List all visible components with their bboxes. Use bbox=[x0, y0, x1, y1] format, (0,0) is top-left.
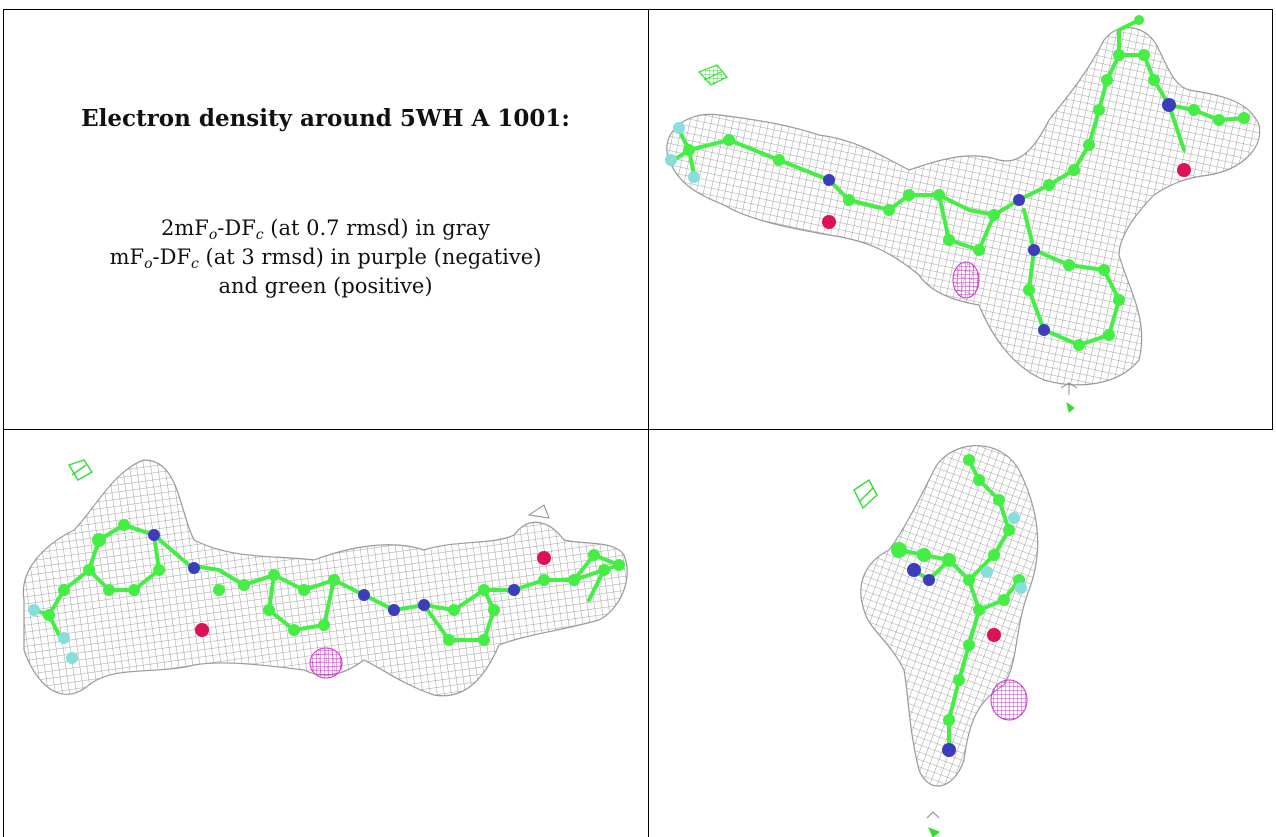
view-top-right bbox=[649, 10, 1272, 428]
ligand-atoms bbox=[891, 454, 1027, 757]
caption-cell: Electron density around 5WH A 1001: 2mFo… bbox=[3, 9, 648, 427]
ligand-atoms bbox=[665, 15, 1250, 351]
mesh-positive bbox=[853, 478, 878, 510]
mesh-positive bbox=[697, 64, 728, 86]
mesh-2fofc-fragment bbox=[1060, 382, 1078, 395]
caption-line-colors: and green (positive) bbox=[218, 274, 433, 298]
mesh-2fofc-fragment bbox=[527, 504, 550, 519]
ligand-atoms bbox=[28, 519, 625, 664]
view-bottom-left bbox=[4, 430, 648, 837]
mesh-negative bbox=[990, 679, 1028, 721]
caption-description: 2mFo-DFc (at 0.7 rmsd) in gray mFo-DFc (… bbox=[3, 214, 648, 301]
mesh-2fofc-fragment bbox=[926, 811, 940, 819]
mesh-negative bbox=[309, 647, 343, 679]
caption-line-2fofc: 2mFo-DFc (at 0.7 rmsd) in gray bbox=[160, 216, 491, 243]
density-view-2 bbox=[22, 459, 628, 697]
mesh-positive-small bbox=[1066, 401, 1075, 413]
mesh-2fofc bbox=[860, 445, 1039, 787]
mesh-negative bbox=[952, 261, 980, 299]
table-divider-vertical bbox=[648, 9, 649, 837]
table-border-right bbox=[1272, 9, 1273, 429]
mesh-2fofc bbox=[22, 459, 628, 697]
mesh-positive-small bbox=[928, 827, 940, 837]
view-bottom-right bbox=[649, 430, 1272, 837]
density-view-1 bbox=[665, 15, 1261, 413]
caption-title: Electron density around 5WH A 1001: bbox=[81, 105, 570, 132]
table-divider-horizontal bbox=[3, 429, 1273, 430]
mesh-positive bbox=[67, 459, 93, 481]
table-border-top bbox=[3, 9, 1273, 10]
caption-line-fofc: mFo-DFc (at 3 rmsd) in purple (negative) bbox=[109, 245, 542, 272]
density-view-3 bbox=[853, 445, 1039, 837]
table-border-left bbox=[3, 9, 4, 837]
